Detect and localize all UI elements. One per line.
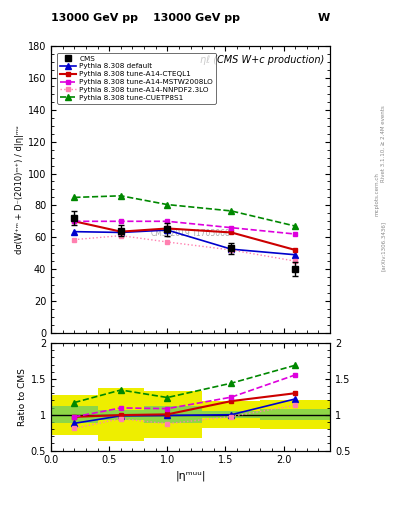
- Text: [arXiv:1306.3436]: [arXiv:1306.3436]: [381, 221, 386, 271]
- Text: 13000 GeV pp: 13000 GeV pp: [153, 13, 240, 23]
- Text: ηℓ (CMS W+c production): ηℓ (CMS W+c production): [200, 55, 325, 65]
- Y-axis label: dσ(W⁺ᵐ + D⁻(2010)ᵐ⁺) / d|η|ᵐᵘ: dσ(W⁺ᵐ + D⁻(2010)ᵐ⁺) / d|η|ᵐᵘ: [15, 125, 24, 254]
- X-axis label: |ηᵐᵘᵘ|: |ηᵐᵘᵘ|: [175, 471, 206, 481]
- Text: mcplots.cern.ch: mcplots.cern.ch: [375, 173, 380, 217]
- Text: 13000 GeV pp: 13000 GeV pp: [51, 13, 138, 23]
- Text: CMS_2019_I1705068: CMS_2019_I1705068: [151, 228, 230, 237]
- Legend: CMS, Pythia 8.308 default, Pythia 8.308 tune-A14-CTEQL1, Pythia 8.308 tune-A14-M: CMS, Pythia 8.308 default, Pythia 8.308 …: [57, 53, 216, 104]
- Text: W: W: [318, 13, 330, 23]
- Y-axis label: Ratio to CMS: Ratio to CMS: [18, 368, 27, 426]
- Text: Rivet 3.1.10, ≥ 2.4M events: Rivet 3.1.10, ≥ 2.4M events: [381, 105, 386, 182]
